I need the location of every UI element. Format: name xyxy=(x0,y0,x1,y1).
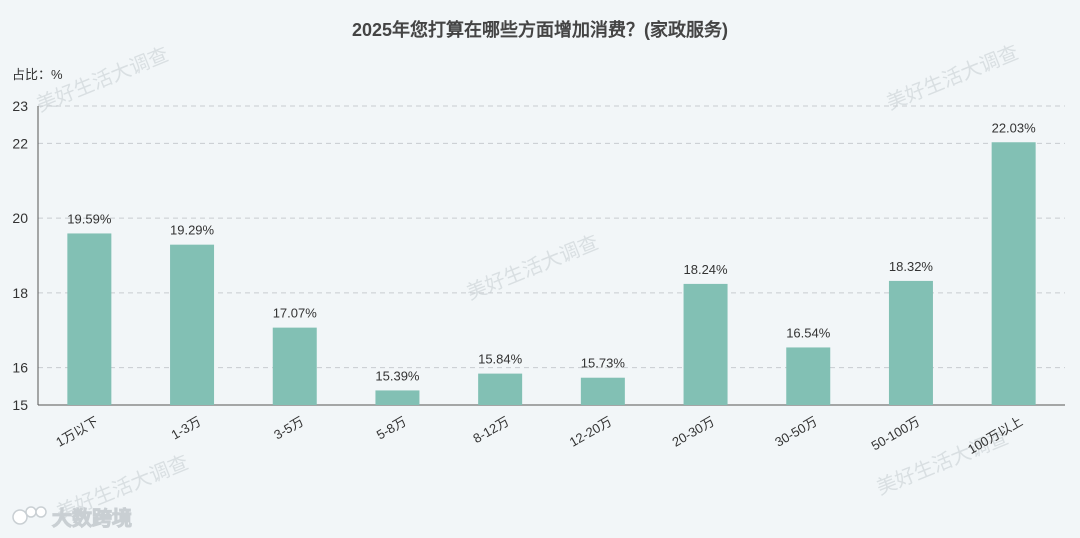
x-tick-label: 5-8万 xyxy=(374,414,409,443)
bar-value-label: 18.24% xyxy=(684,262,729,277)
bar-value-label: 19.59% xyxy=(67,211,112,226)
bar-value-label: 16.54% xyxy=(786,325,831,340)
bar xyxy=(272,327,317,405)
brand-logo-text: 大数跨境 xyxy=(52,506,132,530)
x-tick-label: 50-100万 xyxy=(869,414,923,454)
bar xyxy=(478,373,523,405)
x-tick-label: 8-12万 xyxy=(470,414,511,447)
bar-value-label: 18.32% xyxy=(889,259,934,274)
y-tick-label: 18 xyxy=(12,285,28,301)
bar-value-label: 15.39% xyxy=(375,368,420,383)
x-tick-label: 1-3万 xyxy=(169,414,204,443)
bar-value-label: 15.73% xyxy=(581,356,626,371)
bar xyxy=(170,244,215,405)
x-tick-label: 1万以下 xyxy=(53,414,101,450)
bar xyxy=(991,142,1036,405)
bars xyxy=(67,142,1036,405)
bar-value-label: 22.03% xyxy=(992,120,1037,135)
bar xyxy=(683,283,728,405)
bubble-logo-icon xyxy=(12,506,47,525)
bar xyxy=(375,390,420,405)
brand-logo: 大数跨境 xyxy=(12,506,133,531)
y-tick-label: 22 xyxy=(12,135,28,151)
y-axis-unit-label: 占比：% xyxy=(12,67,63,82)
x-tick-label: 30-50万 xyxy=(772,414,820,450)
x-tick-label: 12-20万 xyxy=(567,414,615,450)
y-axis-ticks: 15 16 18 20 22 23 xyxy=(12,98,28,413)
x-tick-label: 3-5万 xyxy=(271,414,306,443)
bar-value-label: 15.84% xyxy=(478,352,523,367)
bar xyxy=(67,233,112,405)
y-tick-label: 20 xyxy=(12,210,28,226)
x-axis-category-labels: 1万以下 1-3万 3-5万 5-8万 8-12万 12-20万 20-30万 30-50万 5… xyxy=(53,414,1025,457)
bar xyxy=(580,377,625,405)
bar xyxy=(888,280,933,405)
y-tick-label: 16 xyxy=(12,360,28,376)
bar-value-label: 17.07% xyxy=(273,306,318,321)
x-tick-label: 20-30万 xyxy=(669,414,717,450)
bar-value-label: 19.29% xyxy=(170,223,215,238)
y-tick-label: 15 xyxy=(12,397,28,413)
y-tick-label: 23 xyxy=(12,98,28,114)
bar xyxy=(786,347,831,405)
bar-value-labels: 19.59% 19.29% 17.07% 15.39% 15.84% 15.73% 18.2… xyxy=(67,120,1036,383)
watermark-text: 美好生活大调查 xyxy=(883,41,1021,115)
chart-title: 2025年您打算在哪些方面增加消费？(家政服务) xyxy=(352,19,728,40)
watermark-text: 美好生活大调查 xyxy=(463,231,601,305)
